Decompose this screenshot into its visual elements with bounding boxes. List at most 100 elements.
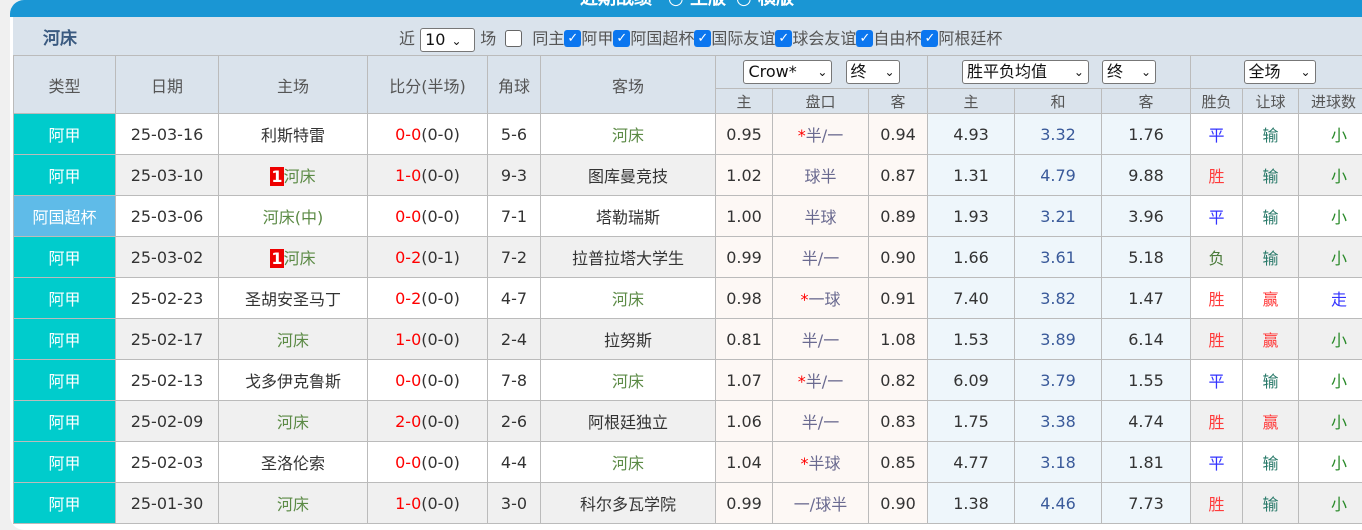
- scope-select[interactable]: 全场 ⌄: [1243, 60, 1316, 84]
- result-goals: 小: [1298, 195, 1362, 237]
- handicap-line: *半/一: [772, 359, 869, 401]
- match-type[interactable]: 阿甲: [13, 441, 116, 483]
- filter-option-1[interactable]: ✓ 阿甲: [564, 29, 613, 48]
- away-team[interactable]: 河床: [540, 359, 716, 401]
- checkbox[interactable]: ✓: [856, 29, 874, 47]
- home-team[interactable]: 河床: [218, 318, 368, 360]
- avg-home: 1.38: [927, 482, 1015, 524]
- handicap-line: 球半: [772, 154, 869, 196]
- match-date: 25-01-30: [115, 482, 219, 524]
- match-count-select[interactable]: 10 ⌄: [420, 27, 476, 52]
- home-team[interactable]: 河床: [218, 400, 368, 442]
- filter-option-6[interactable]: ✓ 阿根廷杯: [921, 29, 1002, 48]
- avg-home: 1.93: [927, 195, 1015, 237]
- filter-option-3[interactable]: ✓ 国际友谊: [694, 29, 775, 48]
- score[interactable]: 1-0(0-0): [367, 318, 488, 360]
- home-team-name: 河床: [283, 249, 316, 268]
- home-team[interactable]: 1河床: [218, 154, 368, 196]
- filter-option-2[interactable]: ✓ 阿国超杯: [613, 29, 694, 48]
- away-team[interactable]: 河床: [540, 113, 716, 155]
- home-team[interactable]: 利斯特雷: [218, 113, 368, 155]
- avg-home: 6.09: [927, 359, 1015, 401]
- avg-away: 1.47: [1101, 277, 1191, 319]
- away-team[interactable]: 拉普拉塔大学生: [540, 236, 716, 278]
- match-date: 25-03-16: [115, 113, 219, 155]
- col-r-ou: 进球数: [1298, 88, 1362, 114]
- away-team[interactable]: 拉努斯: [540, 318, 716, 360]
- handicap-home-odds: 1.04: [715, 441, 773, 483]
- checkbox[interactable]: ✓: [775, 29, 793, 47]
- handicap-home-odds: 0.99: [715, 482, 773, 524]
- checkbox[interactable]: ✓: [921, 29, 939, 47]
- match-date: 25-03-10: [115, 154, 219, 196]
- match-type[interactable]: 阿甲: [13, 154, 116, 196]
- handicap-home-odds: 1.07: [715, 359, 773, 401]
- home-team-name: 河床(中): [262, 208, 324, 227]
- chevron-down-icon: ⌄: [884, 65, 895, 79]
- score[interactable]: 1-0(0-0): [367, 154, 488, 196]
- home-team[interactable]: 戈多伊克鲁斯: [218, 359, 368, 401]
- radio-horizontal-icon[interactable]: ○: [736, 0, 752, 10]
- handicap-home-odds: 0.99: [715, 236, 773, 278]
- radio-main-label[interactable]: 主版: [690, 0, 726, 10]
- handicap-stage-value: 终: [850, 62, 867, 81]
- score[interactable]: 0-2(0-1): [367, 236, 488, 278]
- handicap-stage-select[interactable]: 终 ⌄: [845, 60, 900, 84]
- away-team[interactable]: 图库曼竞技: [540, 154, 716, 196]
- score[interactable]: 0-0(0-0): [367, 113, 488, 155]
- avg-stage-select[interactable]: 终 ⌄: [1102, 60, 1157, 84]
- filter-option-label: 国际友谊: [711, 29, 776, 48]
- handicap-home-odds: 0.95: [715, 113, 773, 155]
- radio-horizontal-label[interactable]: 横版: [758, 0, 794, 10]
- match-type[interactable]: 阿国超杯: [13, 195, 116, 237]
- match-type[interactable]: 阿甲: [13, 400, 116, 442]
- match-type[interactable]: 阿甲: [13, 318, 116, 360]
- score[interactable]: 1-0(0-0): [367, 482, 488, 524]
- result-wl: 胜: [1190, 318, 1243, 360]
- home-team[interactable]: 圣洛伦索: [218, 441, 368, 483]
- score[interactable]: 0-0(0-0): [367, 359, 488, 401]
- avg-away: 7.73: [1101, 482, 1191, 524]
- checkbox[interactable]: [505, 29, 523, 47]
- avg-select[interactable]: 胜平负均值 ⌄: [961, 60, 1089, 84]
- home-team[interactable]: 1河床: [218, 236, 368, 278]
- match-type[interactable]: 阿甲: [13, 277, 116, 319]
- away-team[interactable]: 河床: [540, 277, 716, 319]
- score[interactable]: 0-0(0-0): [367, 441, 488, 483]
- away-team[interactable]: 阿根廷独立: [540, 400, 716, 442]
- away-team[interactable]: 塔勒瑞斯: [540, 195, 716, 237]
- away-team[interactable]: 河床: [540, 441, 716, 483]
- company-select[interactable]: Crow* ⌄: [743, 60, 833, 84]
- handicap-line-text: 半/一: [801, 413, 840, 432]
- match-type[interactable]: 阿甲: [13, 236, 116, 278]
- full-score: 1-0: [395, 165, 422, 185]
- match-type[interactable]: 阿甲: [13, 359, 116, 401]
- match-type[interactable]: 阿甲: [13, 113, 116, 155]
- radio-main-icon[interactable]: ○: [668, 0, 684, 10]
- home-team[interactable]: 圣胡安圣马丁: [218, 277, 368, 319]
- handicap-away-odds: 0.91: [868, 277, 928, 319]
- filter-option-5[interactable]: ✓ 自由杯: [856, 29, 921, 48]
- score[interactable]: 2-0(0-0): [367, 400, 488, 442]
- filter-option-4[interactable]: ✓ 球会友谊: [775, 29, 856, 48]
- col-h-home: 主: [715, 88, 773, 114]
- handicap-line-text: 半球: [804, 208, 837, 227]
- away-team[interactable]: 科尔多瓦学院: [540, 482, 716, 524]
- handicap-line: *一球: [772, 277, 869, 319]
- score[interactable]: 0-0(0-0): [367, 195, 488, 237]
- checkbox[interactable]: ✓: [564, 29, 582, 47]
- home-team[interactable]: 河床(中): [218, 195, 368, 237]
- home-team[interactable]: 河床: [218, 482, 368, 524]
- filter-option-0[interactable]: 同主: [501, 29, 564, 48]
- result-goals: 小: [1298, 482, 1362, 524]
- avg-stage-value: 终: [1107, 62, 1124, 81]
- avg-home: 1.53: [927, 318, 1015, 360]
- match-type[interactable]: 阿甲: [13, 482, 116, 524]
- result-wl: 平: [1190, 113, 1243, 155]
- checkbox[interactable]: ✓: [613, 29, 631, 47]
- score[interactable]: 0-2(0-0): [367, 277, 488, 319]
- checkbox[interactable]: ✓: [694, 29, 712, 47]
- result-header: 全场 ⌄: [1190, 55, 1362, 89]
- full-score: 0-2: [395, 288, 422, 308]
- avg-draw: 4.46: [1014, 482, 1102, 524]
